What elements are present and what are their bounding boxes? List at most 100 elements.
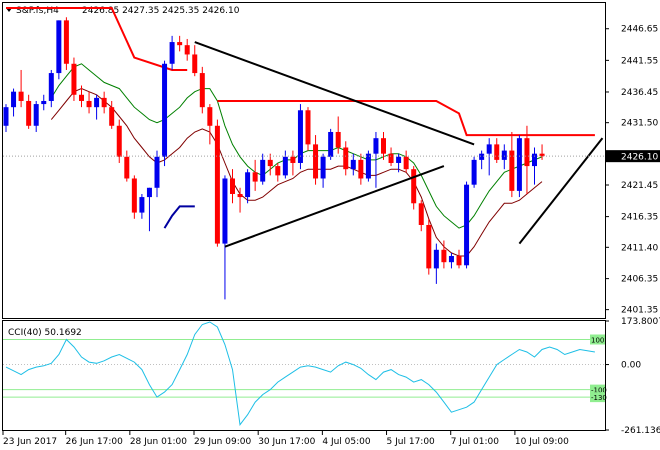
- ohlc-values: 2426.85 2427.35 2425.35 2426.10: [82, 6, 240, 16]
- candle-body: [335, 131, 341, 148]
- candle-body: [101, 97, 107, 108]
- price-tick-label: 2431.50: [621, 119, 658, 129]
- candle-body: [524, 138, 530, 167]
- trailing-stop-line: [163, 205, 195, 229]
- cci-level-marker-label: 100: [591, 336, 604, 344]
- candle-body: [184, 45, 190, 55]
- candle-body: [494, 144, 500, 160]
- candle-body: [207, 107, 213, 126]
- candle-body: [305, 110, 311, 145]
- candle-body: [343, 147, 349, 170]
- price-axis: 2401.35 2406.35 2411.40 2416.35 2421.45 2426.…: [605, 25, 660, 316]
- trendline: [194, 41, 475, 146]
- candle-body: [214, 125, 220, 244]
- candle-body: [297, 110, 303, 163]
- time-tick-label: 7 Jul 01:00: [451, 437, 500, 447]
- time-tick-label: 29 Jun 09:00: [194, 437, 251, 447]
- candle-body: [486, 144, 492, 154]
- cci-tick-label: 173.8007: [621, 317, 660, 327]
- price-panel-frame: [2, 2, 606, 319]
- candle-body: [260, 159, 266, 182]
- candle-body: [252, 172, 258, 182]
- time-tick-label: 4 Jul 05:00: [322, 437, 371, 447]
- cci-level-marker: [590, 334, 605, 345]
- price-series-layer: [3, 7, 605, 300]
- time-tick-label: 30 Jun 17:00: [258, 437, 315, 447]
- candle-body: [448, 255, 454, 263]
- candle-body: [509, 150, 515, 191]
- candle-body: [11, 91, 17, 108]
- resistance-line: [6, 7, 188, 71]
- price-tick-label: 2411.40: [621, 243, 658, 253]
- candle-body: [411, 169, 417, 204]
- cci-line: [5, 321, 595, 426]
- resistance-line: [217, 100, 595, 137]
- candle-body: [116, 125, 122, 157]
- candle-body: [501, 150, 507, 160]
- candle-body: [373, 138, 379, 154]
- candle-body: [109, 107, 115, 126]
- candle-body: [139, 197, 145, 213]
- price-tick-label: 2441.55: [621, 56, 658, 66]
- candle-body: [358, 159, 364, 179]
- symbol-label: S&P.fs,H4: [16, 6, 59, 16]
- candle-body: [433, 249, 439, 269]
- candle-body: [464, 184, 470, 266]
- candle-body: [479, 153, 485, 160]
- candle-body: [154, 156, 160, 188]
- candle-body: [63, 20, 69, 64]
- candle-body: [267, 159, 273, 167]
- candle-body: [516, 138, 522, 191]
- cci-indicator-label: CCI(40) 50.1692: [8, 328, 82, 338]
- candle-body: [365, 153, 371, 179]
- candle-body: [237, 193, 243, 198]
- candle-body: [471, 159, 477, 185]
- candle-body: [222, 178, 228, 244]
- candle-body: [131, 178, 137, 213]
- cci-series-layer: [3, 321, 605, 426]
- last-price-label: 2426.10: [621, 153, 658, 163]
- candle-body: [41, 100, 47, 105]
- candle-body: [388, 153, 394, 163]
- time-tick-label: 26 Jun 17:00: [66, 437, 123, 447]
- candle-body: [426, 224, 432, 269]
- time-tick-label: 23 Jun 2017: [3, 437, 57, 447]
- candle-body: [3, 107, 9, 126]
- price-tick-label: 2446.65: [621, 25, 658, 35]
- candle-body: [177, 42, 183, 46]
- candle-body: [162, 63, 168, 157]
- candle-body: [18, 91, 24, 101]
- candle-body: [79, 94, 84, 101]
- candle-body: [26, 100, 32, 126]
- candle-body: [418, 203, 424, 225]
- candle-body: [275, 166, 281, 176]
- price-tick-label: 2406.35: [621, 275, 658, 285]
- cci-tick-label: 0.00: [621, 361, 641, 371]
- trendline: [224, 165, 445, 248]
- candle-body: [56, 20, 62, 74]
- cci-level-marker-label: -130: [591, 394, 607, 402]
- candle-body: [282, 156, 288, 176]
- price-tick-label: 2421.45: [621, 181, 658, 191]
- candle-body: [146, 187, 152, 198]
- candle-body: [169, 42, 175, 64]
- candle-body: [230, 178, 235, 194]
- candle-body: [403, 156, 409, 170]
- price-tick-label: 2416.35: [621, 213, 658, 223]
- candle-body: [86, 100, 92, 108]
- cci-level-marker: [590, 384, 605, 395]
- candle-body: [199, 73, 205, 108]
- candle-body: [313, 144, 319, 179]
- last-price-tag: [606, 150, 660, 163]
- candle-body: [532, 153, 537, 167]
- candle-body: [396, 156, 402, 163]
- candle-body: [124, 156, 130, 179]
- candle-body: [192, 54, 198, 74]
- candle-body: [328, 131, 334, 157]
- candle-body: [290, 156, 296, 163]
- candle-body: [539, 153, 545, 157]
- candle-body: [350, 159, 356, 170]
- candle-body: [33, 104, 39, 126]
- cci-axis: 100 -100-130 173.8007 0.00 -261.1364: [590, 317, 660, 436]
